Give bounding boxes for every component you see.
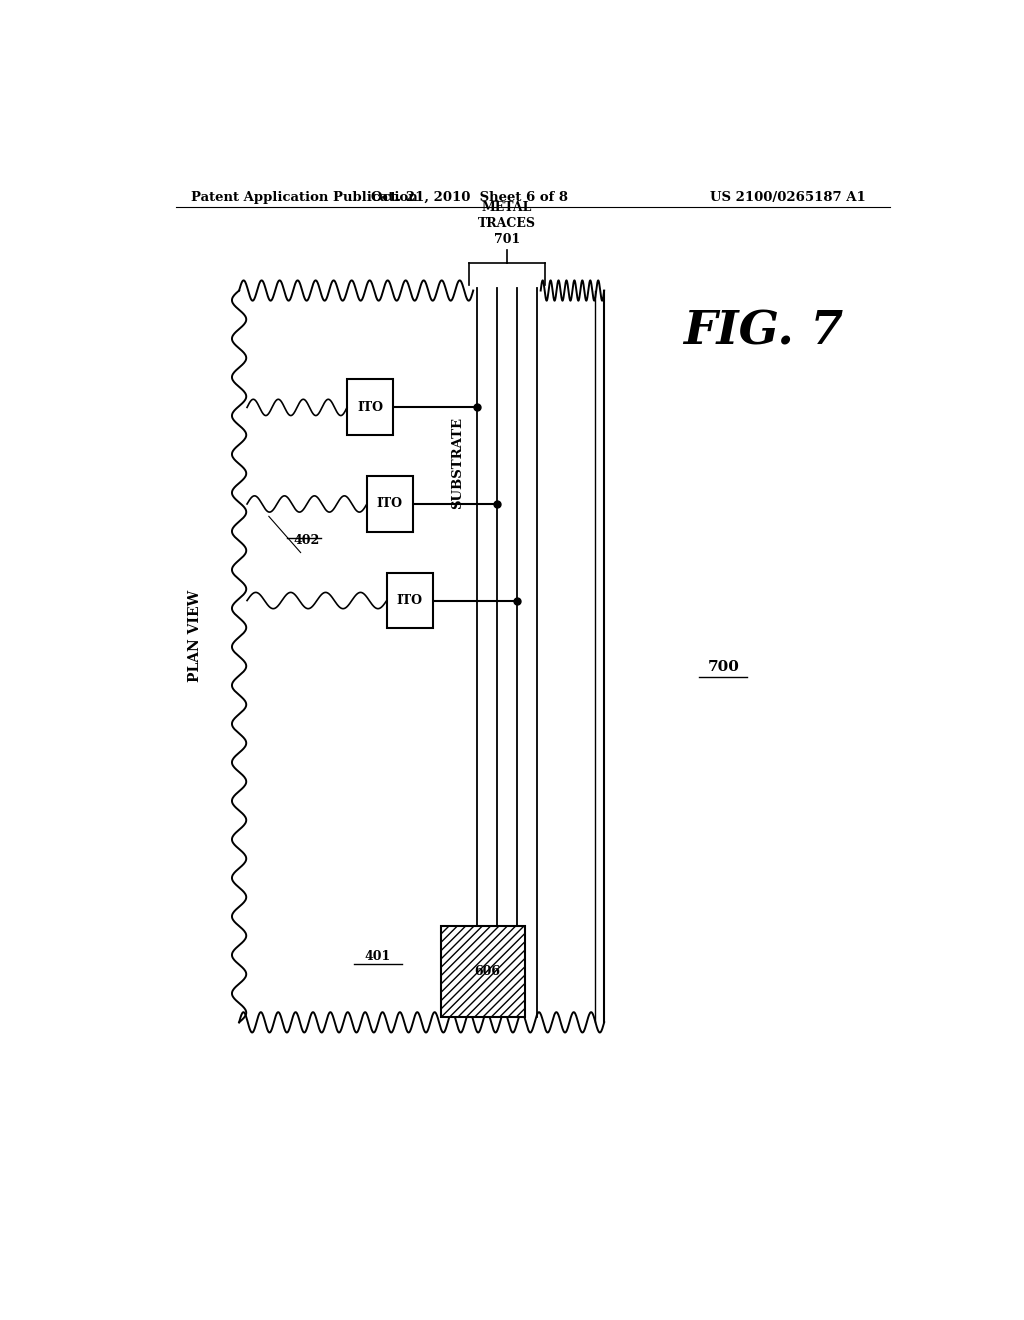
Bar [367, 477, 413, 532]
Text: 402: 402 [294, 535, 319, 548]
Text: ITO: ITO [357, 401, 383, 414]
Text: US 2100/0265187 A1: US 2100/0265187 A1 [711, 190, 866, 203]
Text: ITO: ITO [396, 594, 423, 607]
Text: FIG. 7: FIG. 7 [683, 308, 843, 354]
Text: METAL
TRACES: METAL TRACES [478, 201, 536, 230]
Text: Oct. 21, 2010  Sheet 6 of 8: Oct. 21, 2010 Sheet 6 of 8 [371, 190, 567, 203]
Text: PLAN VIEW: PLAN VIEW [188, 590, 203, 682]
Text: Patent Application Publication: Patent Application Publication [191, 190, 418, 203]
Text: 606: 606 [474, 965, 501, 978]
Text: ITO: ITO [377, 498, 402, 511]
Bar [387, 573, 433, 628]
Text: 700: 700 [708, 660, 739, 673]
Bar [441, 925, 525, 1018]
Text: 401: 401 [365, 950, 391, 962]
Text: 701: 701 [494, 234, 520, 247]
Bar [441, 925, 525, 1018]
Bar [347, 379, 393, 436]
Text: SUBSTRATE: SUBSTRATE [451, 417, 464, 510]
